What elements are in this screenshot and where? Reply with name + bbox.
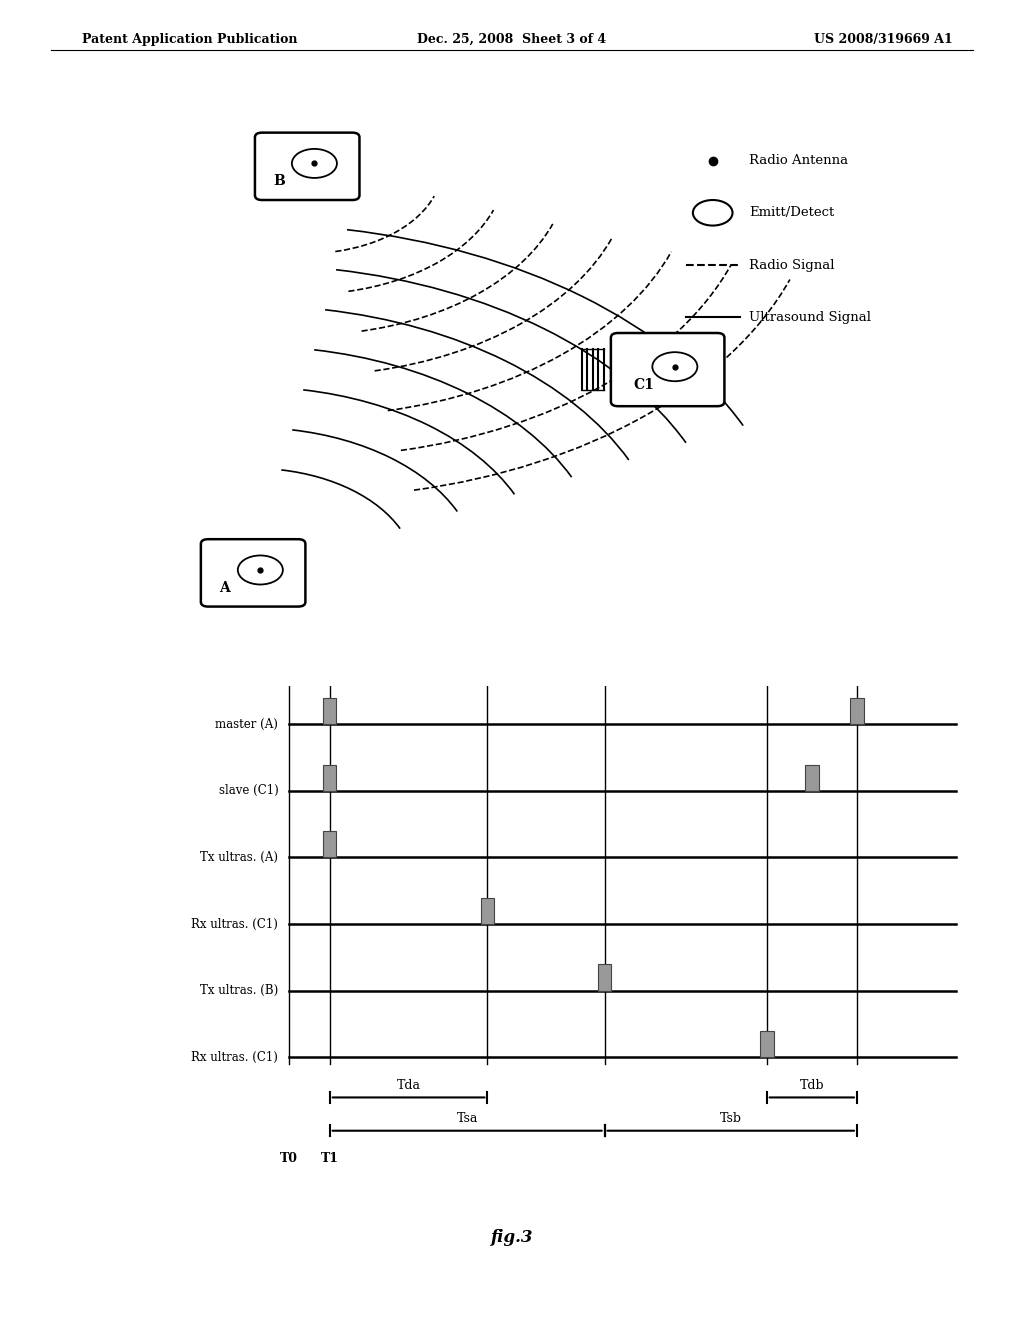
Bar	[323, 698, 337, 725]
Text: T0: T0	[281, 1152, 298, 1166]
Text: Tdb: Tdb	[800, 1078, 824, 1092]
Bar	[850, 698, 863, 725]
Text: T1: T1	[321, 1152, 339, 1166]
Bar	[598, 965, 611, 990]
Text: Tsb: Tsb	[720, 1111, 741, 1125]
Text: US 2008/319669 A1: US 2008/319669 A1	[814, 33, 952, 46]
Bar	[805, 764, 818, 791]
FancyBboxPatch shape	[611, 333, 724, 407]
Text: Ultrasound Signal: Ultrasound Signal	[749, 310, 870, 323]
FancyBboxPatch shape	[201, 539, 305, 607]
Text: slave (C1): slave (C1)	[218, 784, 279, 797]
Text: Tda: Tda	[396, 1078, 421, 1092]
FancyBboxPatch shape	[255, 132, 359, 201]
Text: C1: C1	[634, 378, 654, 392]
Bar	[760, 1031, 773, 1057]
Bar	[323, 832, 337, 858]
Text: B: B	[273, 174, 285, 189]
Text: Tx ultras. (A): Tx ultras. (A)	[201, 851, 279, 865]
Text: A: A	[219, 581, 229, 595]
Bar	[323, 764, 337, 791]
Text: Tx ultras. (B): Tx ultras. (B)	[200, 983, 279, 997]
Text: master (A): master (A)	[215, 718, 279, 731]
Text: Radio Antenna: Radio Antenna	[749, 154, 848, 168]
Text: fig.3: fig.3	[490, 1229, 534, 1246]
Text: Rx ultras. (C1): Rx ultras. (C1)	[191, 1051, 279, 1064]
Text: Dec. 25, 2008  Sheet 3 of 4: Dec. 25, 2008 Sheet 3 of 4	[418, 33, 606, 46]
Bar	[480, 898, 495, 924]
Text: Radio Signal: Radio Signal	[749, 259, 835, 272]
Text: Rx ultras. (C1): Rx ultras. (C1)	[191, 917, 279, 931]
Text: Patent Application Publication: Patent Application Publication	[82, 33, 297, 46]
Text: Tsa: Tsa	[457, 1111, 478, 1125]
Text: Emitt/Detect: Emitt/Detect	[749, 206, 834, 219]
